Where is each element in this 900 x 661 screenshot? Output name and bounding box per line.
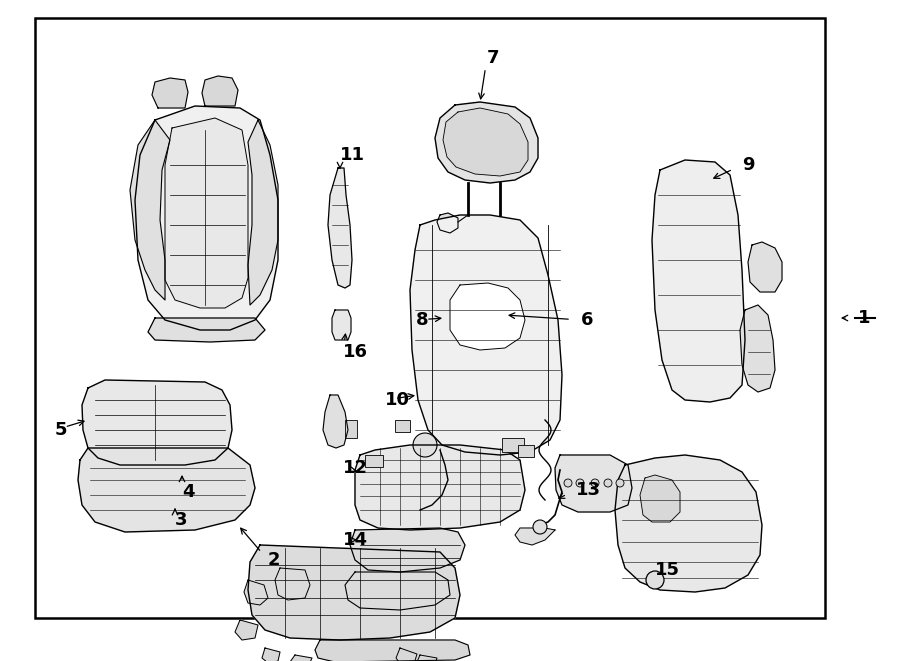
Text: 5: 5 — [55, 421, 68, 439]
Polygon shape — [165, 118, 248, 308]
Polygon shape — [450, 283, 525, 350]
Polygon shape — [396, 648, 417, 661]
Polygon shape — [323, 395, 348, 448]
Circle shape — [576, 479, 584, 487]
Polygon shape — [443, 108, 528, 176]
Bar — [518, 445, 534, 457]
Polygon shape — [315, 640, 470, 661]
Polygon shape — [235, 620, 258, 640]
Polygon shape — [248, 120, 278, 305]
Bar — [395, 420, 410, 432]
Text: 14: 14 — [343, 531, 368, 549]
Polygon shape — [435, 102, 538, 183]
Circle shape — [646, 571, 664, 589]
Circle shape — [616, 479, 624, 487]
Text: 13: 13 — [576, 481, 601, 499]
Polygon shape — [328, 168, 352, 288]
Polygon shape — [248, 545, 460, 640]
Text: 1: 1 — [858, 309, 870, 327]
Polygon shape — [652, 160, 745, 402]
Text: 9: 9 — [742, 156, 754, 174]
Bar — [365, 455, 383, 467]
Polygon shape — [515, 528, 555, 545]
Circle shape — [533, 520, 547, 534]
Text: 7: 7 — [487, 49, 500, 67]
Polygon shape — [416, 655, 437, 661]
Polygon shape — [262, 648, 280, 661]
Polygon shape — [152, 78, 188, 108]
Polygon shape — [290, 655, 312, 661]
Circle shape — [591, 479, 599, 487]
Circle shape — [564, 479, 572, 487]
Polygon shape — [78, 448, 255, 532]
Polygon shape — [244, 580, 268, 605]
Polygon shape — [640, 475, 680, 522]
Polygon shape — [345, 572, 450, 610]
Polygon shape — [437, 213, 458, 233]
Polygon shape — [350, 528, 465, 572]
Circle shape — [604, 479, 612, 487]
Text: 3: 3 — [175, 511, 187, 529]
Text: 11: 11 — [340, 146, 365, 164]
Polygon shape — [555, 455, 632, 512]
Polygon shape — [130, 120, 170, 300]
Text: 12: 12 — [343, 459, 368, 477]
Text: 16: 16 — [343, 343, 368, 361]
Polygon shape — [275, 568, 310, 600]
Polygon shape — [202, 76, 238, 106]
Bar — [35, 18, 825, 618]
Polygon shape — [135, 106, 278, 330]
Polygon shape — [332, 310, 351, 340]
Text: 10: 10 — [385, 391, 410, 409]
Polygon shape — [355, 445, 525, 530]
Text: 15: 15 — [655, 561, 680, 579]
Text: 8: 8 — [416, 311, 428, 329]
Circle shape — [413, 433, 437, 457]
Bar — [502, 438, 524, 452]
Polygon shape — [148, 318, 265, 342]
Text: 2: 2 — [268, 551, 281, 569]
Polygon shape — [82, 380, 232, 465]
Text: 4: 4 — [182, 483, 194, 501]
Text: 6: 6 — [581, 311, 593, 329]
Polygon shape — [740, 305, 775, 392]
Bar — [345, 420, 357, 438]
Polygon shape — [748, 242, 782, 292]
Polygon shape — [615, 455, 762, 592]
Polygon shape — [410, 215, 562, 455]
